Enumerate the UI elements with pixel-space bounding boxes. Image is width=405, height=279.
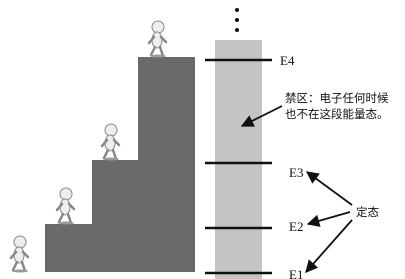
level-label: E3 <box>289 165 303 180</box>
staircase <box>45 57 195 272</box>
diagram: E4 E3 E2 E1 禁区：电子任何时候 也不在这段能量态。 定态 <box>0 0 405 279</box>
forbidden-note: 禁区：电子任何时候 <box>285 91 389 105</box>
ellipsis-dots <box>235 8 239 32</box>
level-label: E1 <box>289 267 303 279</box>
energy-column <box>215 40 262 279</box>
stationary-label: 定态 <box>356 205 379 219</box>
level-label: E4 <box>280 53 295 68</box>
level-label: E2 <box>289 219 303 234</box>
forbidden-note: 也不在这段能量态。 <box>285 107 389 121</box>
